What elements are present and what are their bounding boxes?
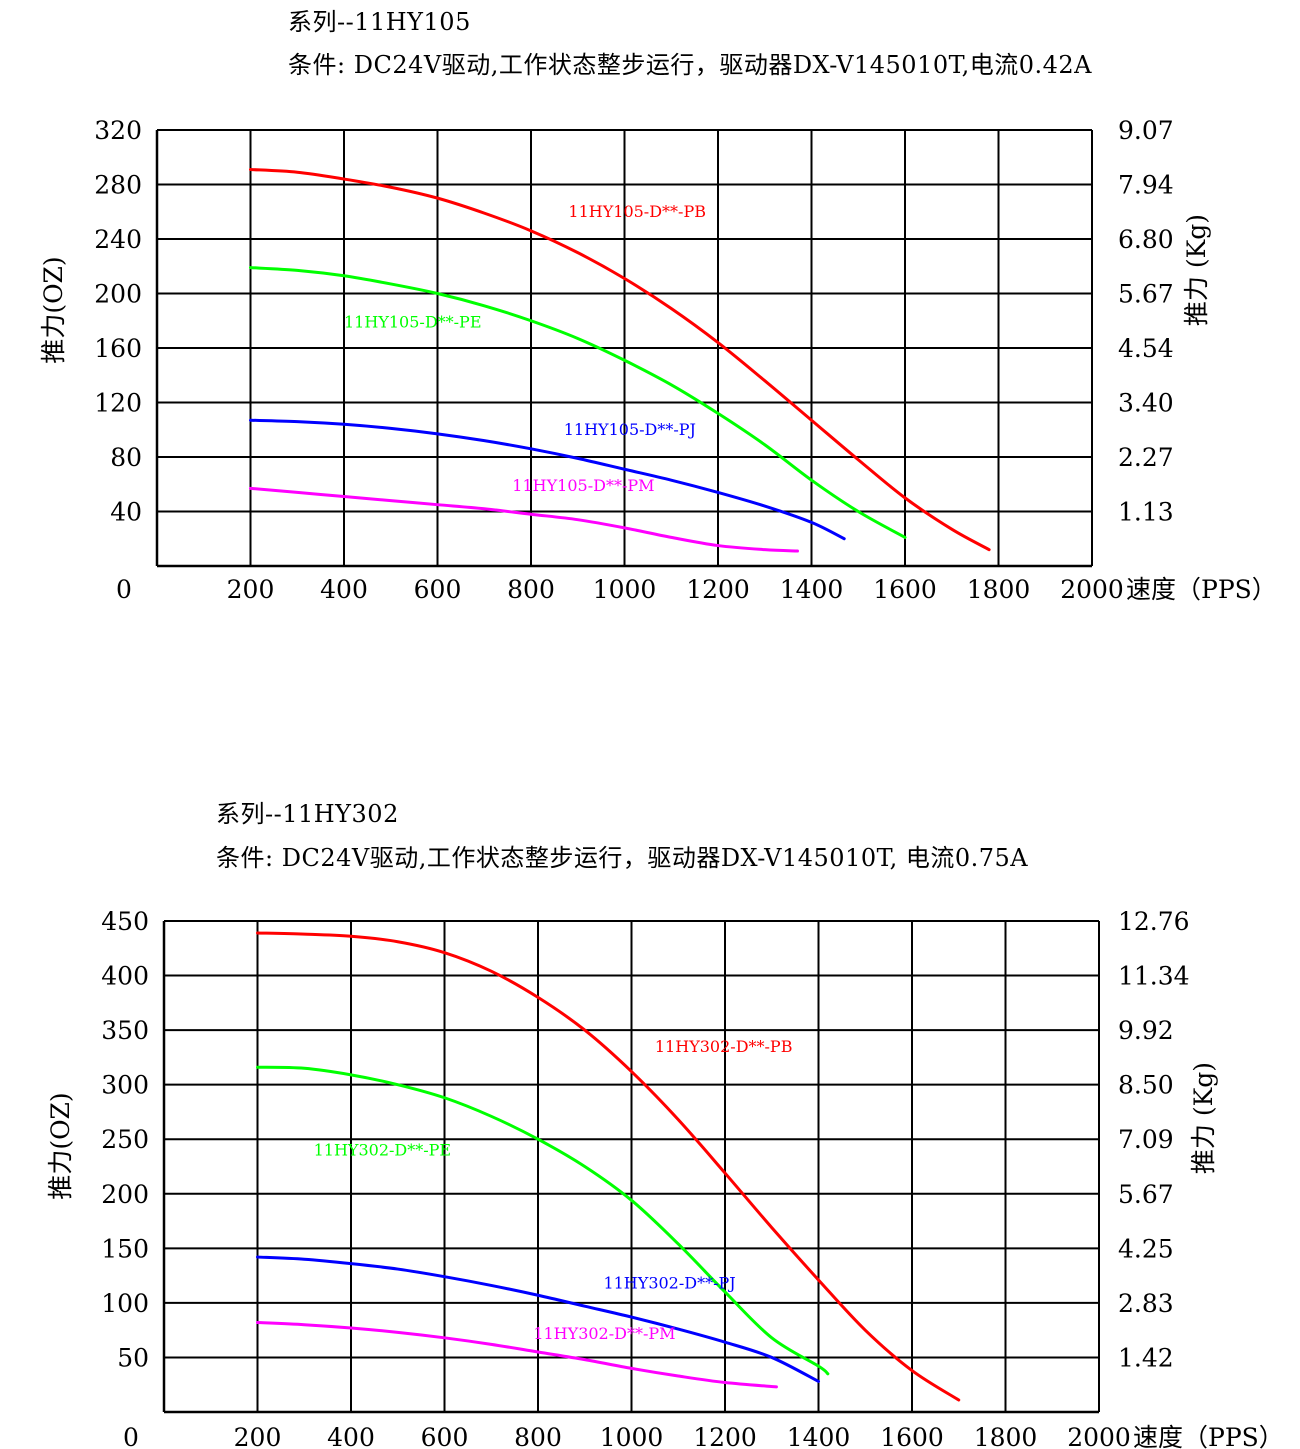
chart1-series-label-1: 11HY105-D**-PE [344, 313, 482, 332]
chart1-y-tick-label: 200 [94, 280, 142, 309]
chart2-y2-axis-label: 推力 (Kg) [1189, 1062, 1218, 1174]
chart1-y2-axis-label: 推力 (Kg) [1182, 214, 1211, 326]
chart1-series-line-3 [249, 486, 799, 553]
chart1-plot: 200 400 600 800 1000 1200 1400 1600 1800 2000 0 40 8… [39, 116, 1277, 604]
chart2-series-line-1 [256, 1065, 830, 1376]
chart1-y-tick-label: 240 [94, 225, 142, 254]
chart2-series-line-3 [256, 1321, 778, 1389]
chart1-x-tick-label: 1600 [873, 575, 937, 604]
chart2-conditions: 条件: DC24V驱动,工作状态整步运行，驱动器DX-V145010T, 电流0… [216, 844, 1029, 872]
chart2-y-axis-label: 推力(OZ) [46, 1092, 75, 1199]
chart2-x-tick-label: 1000 [600, 1423, 664, 1449]
chart1-y2-tick-label: 5.67 [1118, 280, 1174, 309]
chart2-x-tick-label: 1600 [880, 1423, 944, 1449]
chart2-y-tick-label: 450 [101, 907, 149, 936]
chart2-series-label-1: 11HY302-D**-PE [314, 1141, 452, 1160]
chart2-y2-tick-label: 5.67 [1118, 1180, 1174, 1209]
chart1-y2-tick-label: 2.27 [1118, 443, 1174, 472]
chart2-y2-tick-label: 8.50 [1118, 1071, 1174, 1100]
chart2-x-tick-label: 800 [514, 1423, 562, 1449]
chart1-series-label-2: 11HY105-D**-PJ [564, 420, 696, 439]
chart1-y-tick-label: 0 [116, 575, 132, 604]
chart2-y2-tick-label: 4.25 [1118, 1234, 1174, 1263]
chart1-y-tick-label: 120 [94, 389, 142, 418]
chart1-y-tick-label: 160 [94, 334, 142, 363]
chart1-conditions: 条件: DC24V驱动,工作状态整步运行，驱动器DX-V145010T,电流0.… [288, 51, 1092, 79]
chart1-x-tick-label: 400 [320, 575, 368, 604]
chart2-series-label-2: 11HY302-D**-PJ [603, 1274, 735, 1293]
chart2-series-line-2 [256, 1255, 820, 1383]
chart2-y2-tick-label: 7.09 [1118, 1125, 1174, 1154]
chart1-x-tick-label: 1200 [686, 575, 750, 604]
chart2-x-tick-label: 2000 [1067, 1423, 1131, 1449]
chart1-y-tick-label: 80 [110, 443, 142, 472]
chart1-x-tick-label: 600 [414, 575, 462, 604]
chart1-y2-tick-label: 4.54 [1118, 334, 1174, 363]
chart1-x-tick-label: 2000 [1060, 575, 1124, 604]
chart2-series-label-3: 11HY302-D**-PM [533, 1324, 675, 1343]
chart1-y2-tick-label: 1.13 [1118, 498, 1174, 527]
chart2-x-tick-label: 1400 [787, 1423, 851, 1449]
chart1-x-tick-label: 1800 [967, 575, 1031, 604]
chart2-y2-tick-label: 9.92 [1118, 1016, 1174, 1045]
chart2-series-label-0: 11HY302-D**-PB [655, 1037, 793, 1056]
chart1-series-label-3: 11HY105-D**-PM [512, 476, 654, 495]
chart2-x-tick-label: 1800 [974, 1423, 1038, 1449]
chart2-plot: 200 400 600 800 1000 1200 1400 1600 1800 2000 0 50 1… [46, 907, 1284, 1449]
chart2-y-tick-label: 200 [101, 1180, 149, 1209]
chart2-y-tick-label: 250 [101, 1125, 149, 1154]
chart1-y-axis-label: 推力(OZ) [39, 256, 68, 363]
chart2-y2-tick-label: 1.42 [1118, 1343, 1174, 1372]
chart1-series-line-0 [249, 168, 991, 552]
chart1-series-label-0: 11HY105-D**-PB [568, 202, 706, 221]
chart1-y-tick-label: 40 [110, 498, 142, 527]
chart2-y2-tick-label: 12.76 [1118, 907, 1190, 936]
chart1-series-line-2 [249, 418, 846, 541]
chart1-y2-tick-label: 6.80 [1118, 225, 1174, 254]
chart1-x-tick-label: 200 [227, 575, 275, 604]
chart2-y-tick-label: 50 [117, 1343, 149, 1372]
chart2-y-tick-label: 300 [101, 1071, 149, 1100]
chart2-y2-tick-label: 11.34 [1118, 962, 1190, 991]
chart1-x-axis-label: 速度（PPS） [1126, 575, 1277, 604]
chart2-series-line-0 [256, 931, 961, 1402]
chart1-x-tick-label: 1000 [593, 575, 657, 604]
chart2-y-tick-label: 350 [101, 1016, 149, 1045]
chart2-y2-tick-label: 2.83 [1118, 1289, 1174, 1318]
chart2-x-tick-label: 400 [327, 1423, 375, 1449]
chart1-y2-tick-label: 9.07 [1118, 116, 1174, 145]
chart2-y-tick-label: 150 [101, 1234, 149, 1263]
chart1-y2-tick-label: 3.40 [1118, 389, 1174, 418]
chart1-y-tick-label: 280 [94, 171, 142, 200]
chart2-y-tick-label: 100 [101, 1289, 149, 1318]
chart2-series-title: 系列--11HY302 [216, 800, 399, 828]
chart1-y-tick-label: 320 [94, 116, 142, 145]
chart1-y2-tick-label: 7.94 [1118, 171, 1174, 200]
chart2-y-tick-label: 400 [101, 962, 149, 991]
chart2-x-tick-label: 200 [234, 1423, 282, 1449]
chart1-x-tick-label: 1400 [780, 575, 844, 604]
chart2-x-tick-label: 600 [421, 1423, 469, 1449]
chart1-series-line-1 [249, 266, 907, 539]
chart2-x-axis-label: 速度（PPS） [1133, 1423, 1284, 1449]
chart1-x-tick-label: 800 [507, 575, 555, 604]
chart1-series-title: 系列--11HY105 [288, 8, 471, 36]
chart2-y-tick-label: 0 [123, 1423, 139, 1449]
chart2-x-tick-label: 1200 [693, 1423, 757, 1449]
